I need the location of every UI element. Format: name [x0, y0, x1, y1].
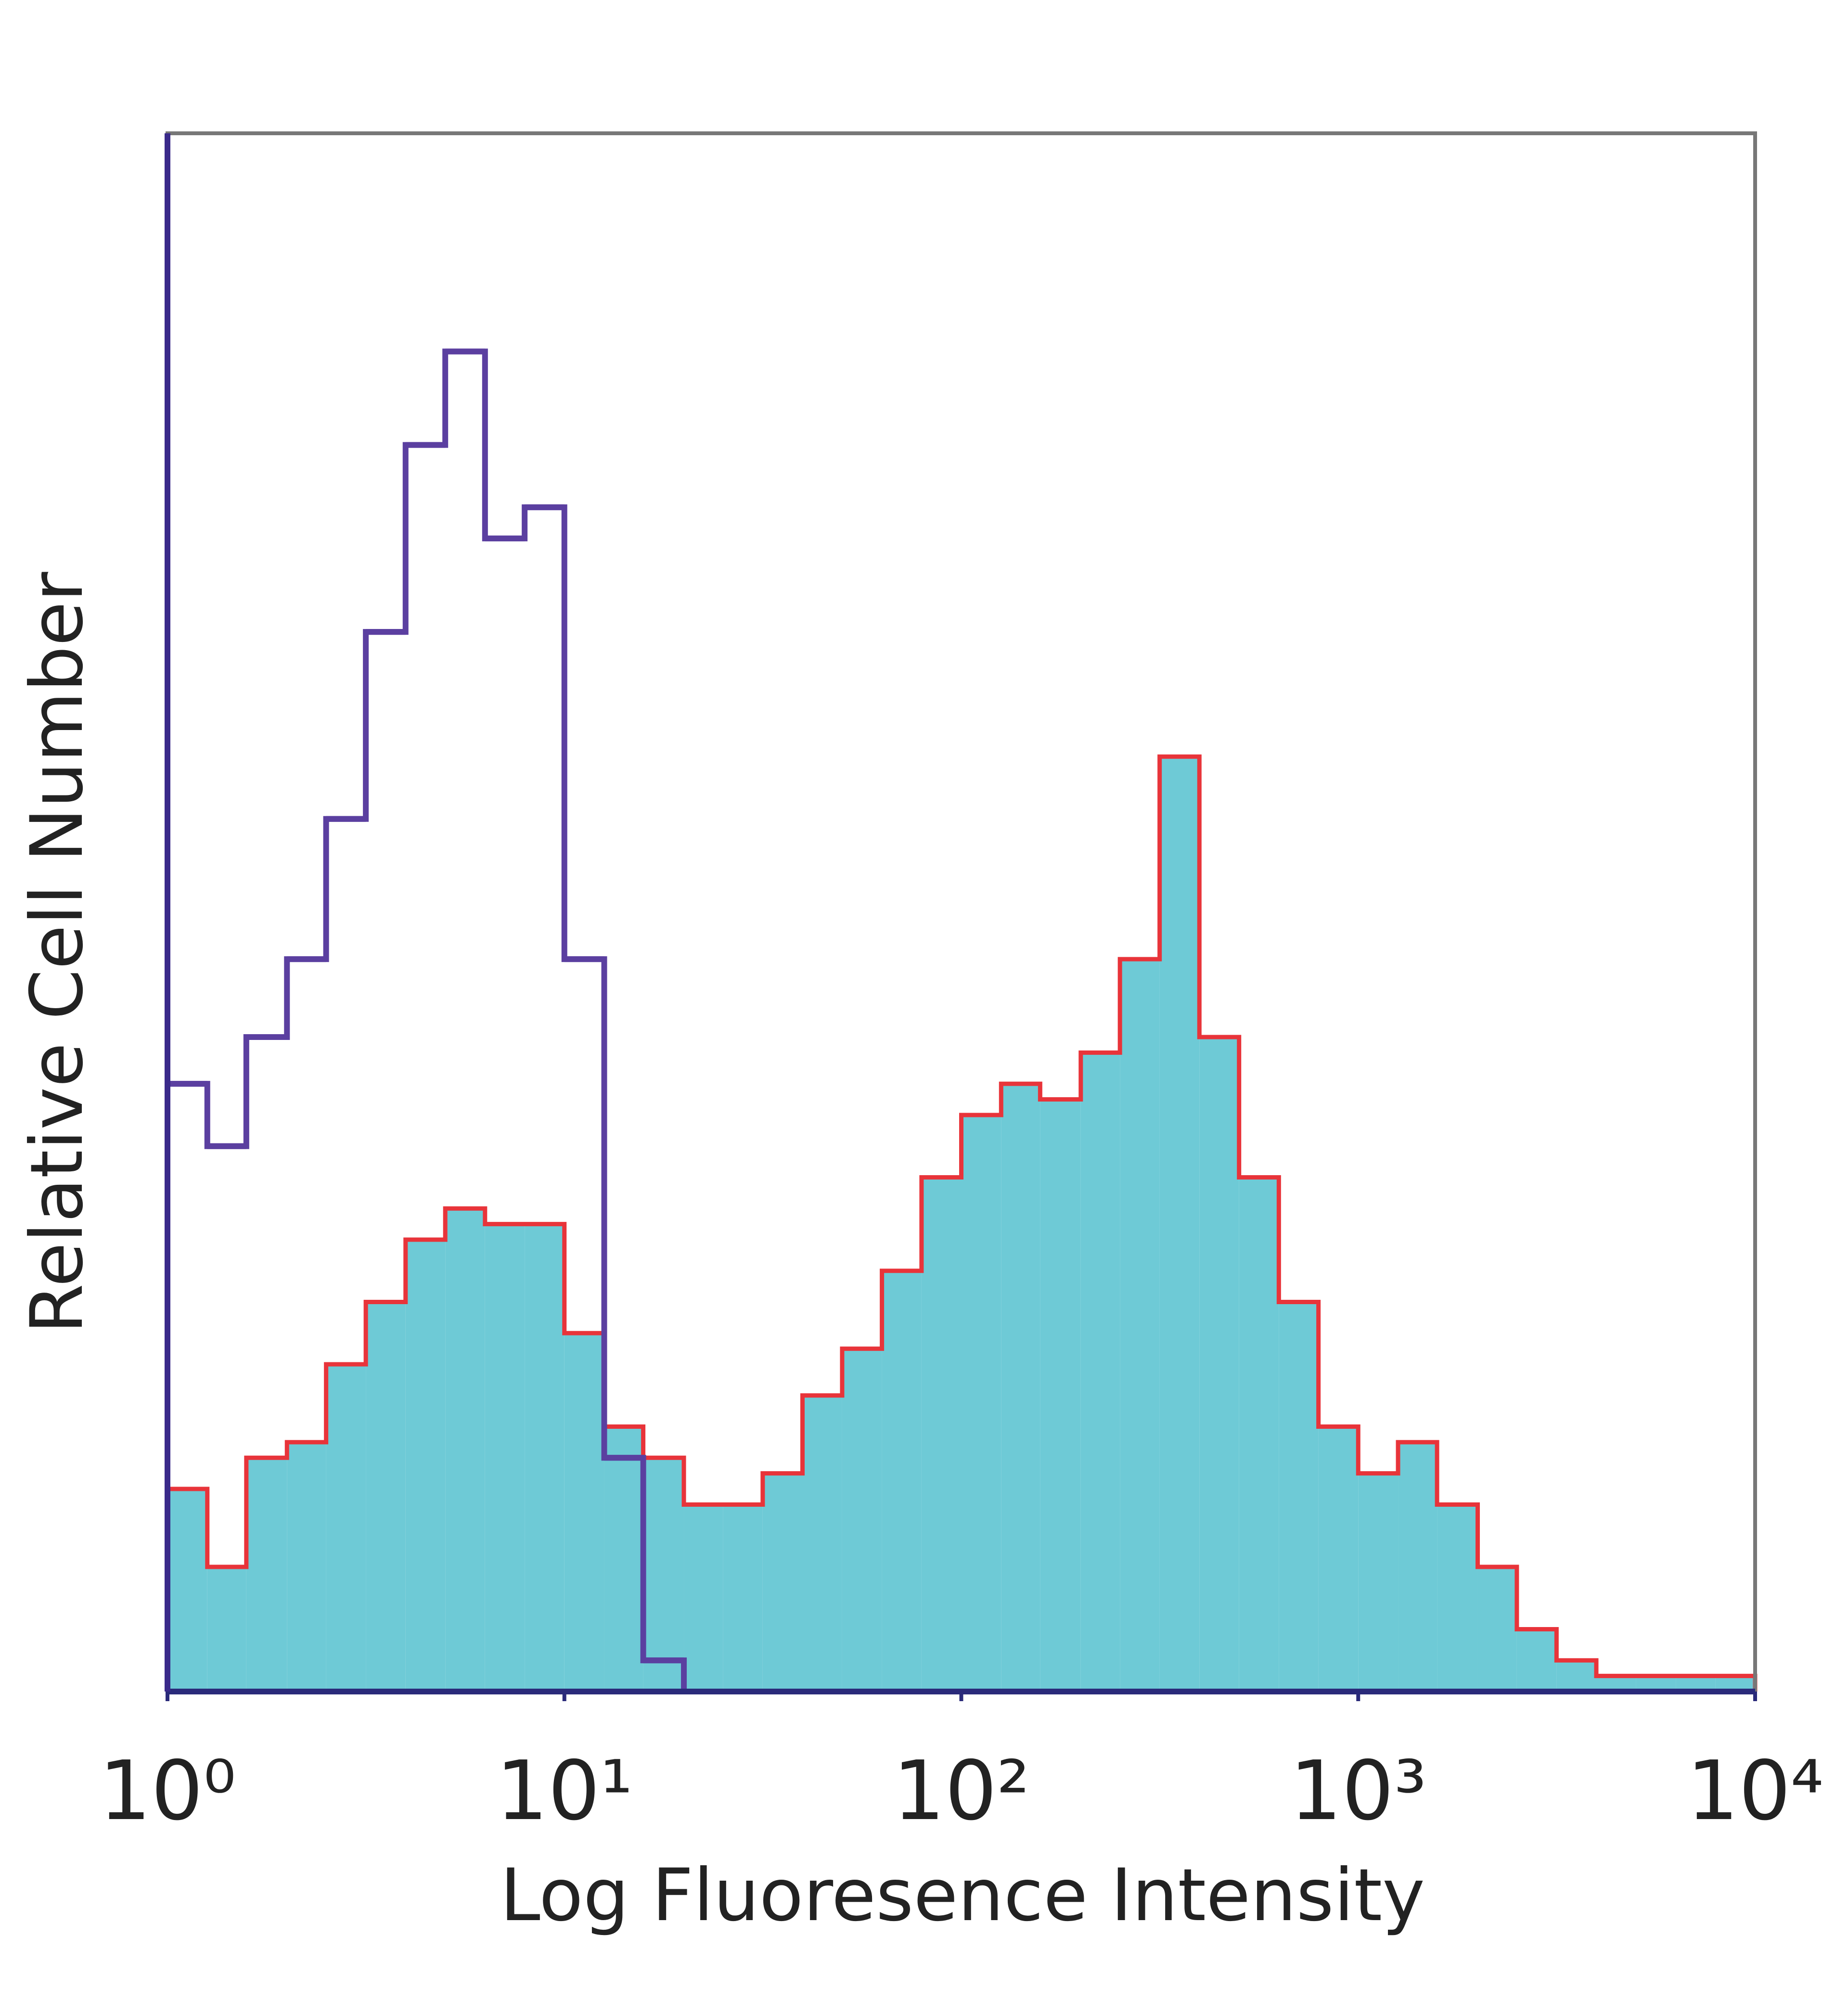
- histogram-bar: [405, 1239, 446, 1692]
- x-tick-label: 10³: [1290, 1744, 1426, 1839]
- histogram-bar: [287, 1442, 326, 1692]
- histogram-bar: [921, 1177, 962, 1692]
- histogram-bar: [882, 1270, 922, 1692]
- histogram-bar: [684, 1504, 723, 1692]
- histogram-bar: [723, 1504, 763, 1692]
- histogram-bar: [643, 1458, 684, 1692]
- histogram-bar: [445, 1208, 485, 1692]
- histogram-bar: [1398, 1442, 1437, 1692]
- histogram-bar: [1279, 1302, 1319, 1692]
- histogram-bar: [1159, 756, 1200, 1692]
- histogram-bar: [167, 1489, 207, 1692]
- x-tick-label: 10¹: [496, 1744, 633, 1839]
- histogram-bar: [842, 1348, 882, 1692]
- histogram-outline: [165, 754, 1758, 1692]
- histogram-bar: [485, 1224, 525, 1692]
- histogram-bar: [1239, 1177, 1279, 1692]
- histogram-bar: [1080, 1052, 1120, 1692]
- histogram-bar: [246, 1458, 287, 1692]
- histogram-bar: [604, 1426, 643, 1692]
- histogram-bar: [802, 1395, 842, 1692]
- histogram-bar: [1556, 1660, 1597, 1692]
- histogram-bar: [564, 1333, 604, 1692]
- histogram-bar: [1477, 1566, 1517, 1692]
- histogram-bar: [1199, 1037, 1239, 1692]
- histogram-bar: [1040, 1099, 1081, 1692]
- histogram-bar: [1001, 1084, 1040, 1692]
- histogram-bar: [1516, 1629, 1557, 1692]
- x-tick-label: 10²: [893, 1744, 1029, 1839]
- histogram-bar: [1358, 1473, 1399, 1692]
- x-axis-label: Log Fluoresence Intensity: [500, 1854, 1425, 1937]
- histogram-bar: [961, 1115, 1001, 1692]
- histogram-bar: [1120, 959, 1160, 1692]
- x-tick-label: 10⁰: [99, 1744, 236, 1839]
- histogram-bar: [762, 1473, 803, 1692]
- histogram-bar: [366, 1302, 406, 1692]
- histogram-bar: [326, 1364, 366, 1692]
- y-axis-label: Relative Cell Number: [15, 572, 99, 1334]
- x-tick-label: 10⁴: [1687, 1744, 1823, 1839]
- histogram-bar: [1318, 1426, 1359, 1692]
- histogram-bar: [525, 1224, 565, 1692]
- histogram-bar: [207, 1566, 246, 1692]
- histogram-bar: [1437, 1504, 1478, 1692]
